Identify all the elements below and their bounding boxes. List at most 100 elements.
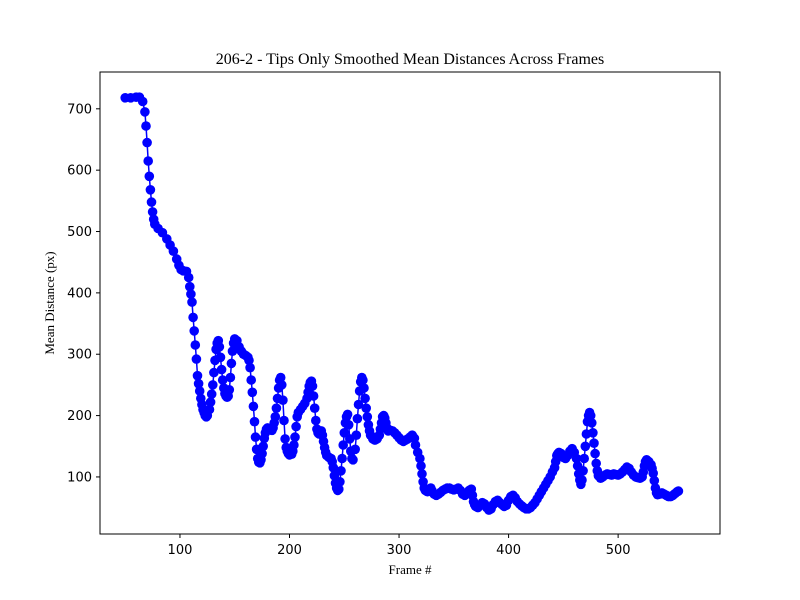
- data-point: [577, 475, 587, 485]
- data-point: [271, 403, 282, 414]
- data-point: [361, 403, 372, 414]
- data-point: [249, 416, 260, 427]
- data-point: [578, 466, 588, 476]
- y-tick-label: 700: [67, 102, 92, 117]
- data-point: [415, 453, 425, 464]
- data-point: [649, 475, 660, 486]
- data-point: [168, 246, 179, 256]
- data-point: [270, 412, 281, 422]
- data-point: [359, 383, 369, 393]
- data-point: [290, 432, 300, 442]
- data-point: [193, 378, 204, 389]
- data-point: [410, 440, 421, 450]
- data-point: [352, 413, 363, 424]
- data-point: [204, 404, 215, 415]
- y-tick-label: 500: [67, 225, 92, 240]
- data-point: [311, 415, 321, 426]
- data-point: [343, 420, 354, 430]
- x-tick-label: 400: [496, 543, 521, 558]
- data-point: [339, 428, 350, 438]
- data-point: [289, 440, 299, 450]
- data-point: [225, 372, 236, 383]
- data-point: [248, 401, 259, 412]
- data-point: [362, 412, 373, 422]
- y-tick-label: 200: [67, 409, 92, 424]
- data-point: [189, 326, 199, 336]
- data-point: [278, 395, 288, 406]
- y-tick-label: 100: [67, 470, 92, 485]
- data-point: [208, 380, 218, 390]
- data-point: [328, 462, 339, 473]
- data-point: [257, 448, 267, 459]
- data-point: [185, 281, 195, 292]
- data-point: [140, 107, 150, 117]
- x-tick-label: 300: [387, 543, 412, 558]
- data-point: [215, 352, 226, 363]
- data-point: [280, 434, 290, 444]
- data-point: [190, 340, 201, 350]
- data-point: [585, 410, 596, 421]
- y-tick-label: 300: [67, 348, 92, 363]
- data-point: [146, 197, 157, 207]
- data-point: [226, 358, 237, 369]
- data-point: [194, 386, 205, 396]
- data-point: [342, 409, 353, 420]
- data-point: [590, 448, 600, 459]
- data-point: [571, 453, 582, 464]
- data-point: [216, 364, 227, 375]
- data-point: [350, 444, 361, 455]
- chart-title: 206-2 - Tips Only Smoothed Mean Distance…: [216, 51, 604, 68]
- data-point: [142, 137, 152, 148]
- data-point: [291, 421, 301, 432]
- data-point: [417, 469, 427, 479]
- y-tick-label: 600: [67, 164, 92, 179]
- data-point: [191, 354, 202, 364]
- plot-area: [120, 92, 684, 515]
- data-point: [214, 342, 225, 352]
- data-point: [206, 389, 217, 399]
- data-point: [648, 468, 658, 479]
- data-point: [144, 171, 155, 182]
- data-point: [588, 428, 598, 438]
- data-point: [338, 440, 349, 450]
- data-point: [209, 367, 219, 378]
- data-point: [277, 380, 287, 390]
- data-point: [336, 466, 346, 476]
- data-point: [145, 185, 156, 195]
- data-point: [141, 121, 151, 131]
- data-point: [329, 470, 340, 481]
- data-point: [187, 297, 197, 307]
- data-point: [337, 453, 347, 464]
- data-point: [673, 486, 684, 496]
- data-point: [416, 461, 426, 471]
- x-tick-label: 200: [277, 543, 302, 558]
- data-point: [143, 156, 153, 166]
- data-point: [348, 455, 358, 465]
- data-point: [205, 397, 216, 407]
- data-point: [587, 418, 597, 428]
- data-point: [250, 432, 261, 442]
- data-point: [589, 438, 599, 449]
- data-point: [353, 399, 364, 410]
- y-tick-label: 400: [67, 286, 92, 301]
- data-point: [579, 453, 589, 464]
- data-point: [224, 385, 235, 395]
- data-point: [188, 312, 198, 323]
- x-axis-ticks: 100 200 300 400 500: [168, 534, 631, 558]
- data-point: [360, 393, 370, 404]
- data-point: [275, 372, 286, 383]
- data-point: [186, 289, 196, 299]
- data-point: [183, 272, 194, 283]
- data-point: [245, 362, 255, 373]
- data-point: [147, 207, 158, 217]
- data-point: [358, 375, 368, 385]
- series-line: [125, 96, 679, 512]
- y-axis-label: Mean Distance (px): [42, 251, 57, 354]
- data-point: [244, 355, 254, 366]
- data-point: [307, 381, 318, 391]
- x-axis-label: Frame #: [389, 562, 432, 577]
- data-point: [591, 458, 601, 469]
- y-axis-ticks: 100 200 300 400 500 600 700: [67, 102, 100, 485]
- data-point: [351, 430, 362, 441]
